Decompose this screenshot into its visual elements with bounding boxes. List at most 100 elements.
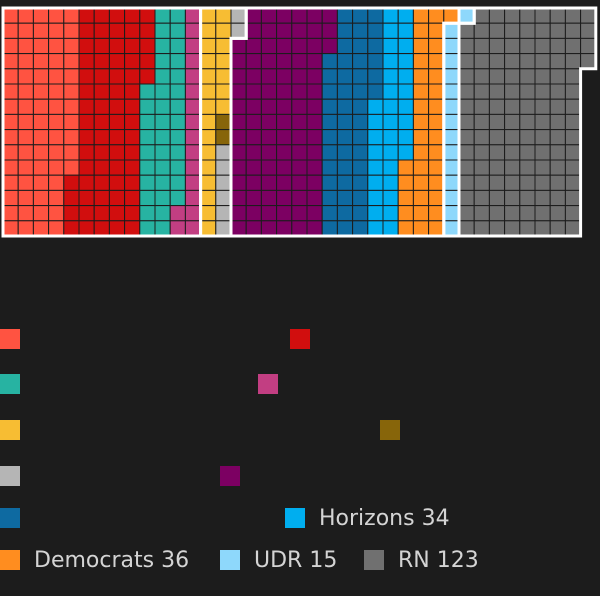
seat-dem-17 — [412, 174, 430, 191]
seat-hor-6 — [367, 174, 384, 191]
seat-soc-64 — [124, 220, 141, 237]
seat-liot-22 — [215, 98, 232, 115]
seat-rn-16 — [473, 22, 490, 39]
seat-modem-44 — [367, 22, 384, 39]
seat-eco-13 — [154, 37, 171, 55]
seat-rn-70 — [519, 159, 536, 176]
seat-soc-67 — [139, 37, 156, 55]
seat-epr-64 — [291, 83, 308, 100]
seat-rn-76 — [534, 22, 551, 39]
seat-gdr-14 — [184, 174, 202, 191]
seat-liot-8 — [200, 113, 217, 131]
seat-liot-9 — [200, 129, 217, 146]
seat-liot-13 — [200, 189, 217, 207]
seat-dem-26 — [428, 83, 445, 100]
legend-swatch-rn — [364, 550, 384, 570]
seat-epr-70 — [291, 174, 308, 191]
seat-rn-115 — [564, 159, 582, 176]
seat-lfi-68 — [63, 113, 80, 131]
seat-modem-48 — [367, 83, 384, 100]
seat-rn-29 — [473, 220, 490, 237]
seat-rn-85 — [534, 159, 551, 176]
seat-epr-4 — [230, 83, 247, 100]
seat-epr-45 — [276, 22, 293, 39]
seat-eco-15 — [154, 68, 171, 85]
seat-epr-84 — [306, 159, 323, 176]
seat-epr-75 — [306, 22, 323, 39]
legend-swatch-gdr — [258, 374, 278, 394]
seat-soc-3 — [63, 205, 80, 222]
seat-eco-5 — [139, 144, 156, 161]
seat-rn-28 — [473, 205, 490, 222]
seat-rn-24 — [473, 144, 490, 161]
seat-epr-39 — [260, 159, 278, 176]
seat-lfi-34 — [32, 53, 50, 70]
seat-rn-68 — [519, 129, 536, 146]
seat-epr-88 — [306, 220, 323, 237]
seat-epr-77 — [306, 53, 323, 70]
seat-dem-15 — [412, 144, 430, 161]
seat-eco-31 — [169, 83, 186, 100]
legend-swatch-soc — [290, 329, 310, 349]
seat-ni-7 — [230, 7, 247, 24]
seat-lfi-37 — [32, 98, 50, 115]
legend-label-udr: UDR 15 — [254, 547, 338, 573]
seat-lfi-47 — [48, 22, 65, 39]
seat-dem-11 — [412, 83, 430, 100]
seat-udr-1 — [443, 22, 460, 39]
seat-lfi-27 — [17, 174, 34, 191]
seat-udr-5 — [443, 83, 460, 100]
seat-gdr-10 — [184, 113, 202, 131]
seat-liot-15 — [200, 220, 217, 237]
seat-rn-61 — [519, 22, 536, 39]
seat-dem-16 — [412, 159, 430, 176]
seat-epr-42 — [260, 205, 278, 222]
seat-epr-89 — [321, 7, 338, 24]
seat-lfi-46 — [48, 7, 65, 24]
seat-rn-23 — [473, 129, 490, 146]
seat-ni-4 — [215, 189, 232, 207]
seat-liot-19 — [215, 53, 232, 70]
seat-modem-21 — [336, 129, 354, 146]
seat-eco-19 — [154, 129, 171, 146]
seat-rn-37 — [488, 113, 506, 131]
seat-rn-69 — [519, 144, 536, 161]
seat-lfi-30 — [17, 220, 34, 237]
seat-epr-8 — [230, 144, 247, 161]
seat-lfi-15 — [2, 220, 19, 237]
seat-eco-3 — [139, 113, 156, 131]
seat-soc-5 — [78, 7, 95, 24]
seat-epr-58 — [276, 220, 293, 237]
seat-rn-46 — [504, 22, 521, 39]
seat-epr-25 — [245, 174, 262, 191]
seat-rn-44 — [488, 220, 506, 237]
seat-dem-13 — [412, 113, 430, 131]
seat-hor-8 — [367, 205, 384, 222]
seat-epr-33 — [260, 68, 278, 85]
seat-rn-81 — [534, 98, 551, 115]
seat-rn-87 — [534, 189, 551, 207]
seat-rn-39 — [488, 144, 506, 161]
seat-epr-73 — [291, 220, 308, 237]
seat-hor-5 — [367, 159, 384, 176]
seat-modem-37 — [352, 144, 369, 161]
seat-soc-27 — [93, 113, 110, 131]
seat-lfi-61 — [63, 7, 80, 24]
seat-soc-13 — [78, 129, 95, 146]
seat-epr-43 — [260, 220, 278, 237]
seat-eco-27 — [169, 22, 186, 39]
seat-hor-9 — [367, 220, 384, 237]
seat-epr-32 — [260, 53, 278, 70]
seat-soc-30 — [93, 159, 110, 176]
seat-lfi-66 — [63, 83, 80, 100]
seat-gdr-6 — [184, 53, 202, 70]
seat-soc-46 — [108, 174, 126, 191]
seat-rn-56 — [504, 174, 521, 191]
seat-modem-34 — [352, 98, 369, 115]
seat-epr-59 — [291, 7, 308, 24]
seat-hor-11 — [382, 22, 399, 39]
seat-rn-41 — [488, 174, 506, 191]
seat-lfi-29 — [17, 205, 34, 222]
seat-epr-81 — [306, 113, 323, 131]
seat-rn-80 — [534, 83, 551, 100]
